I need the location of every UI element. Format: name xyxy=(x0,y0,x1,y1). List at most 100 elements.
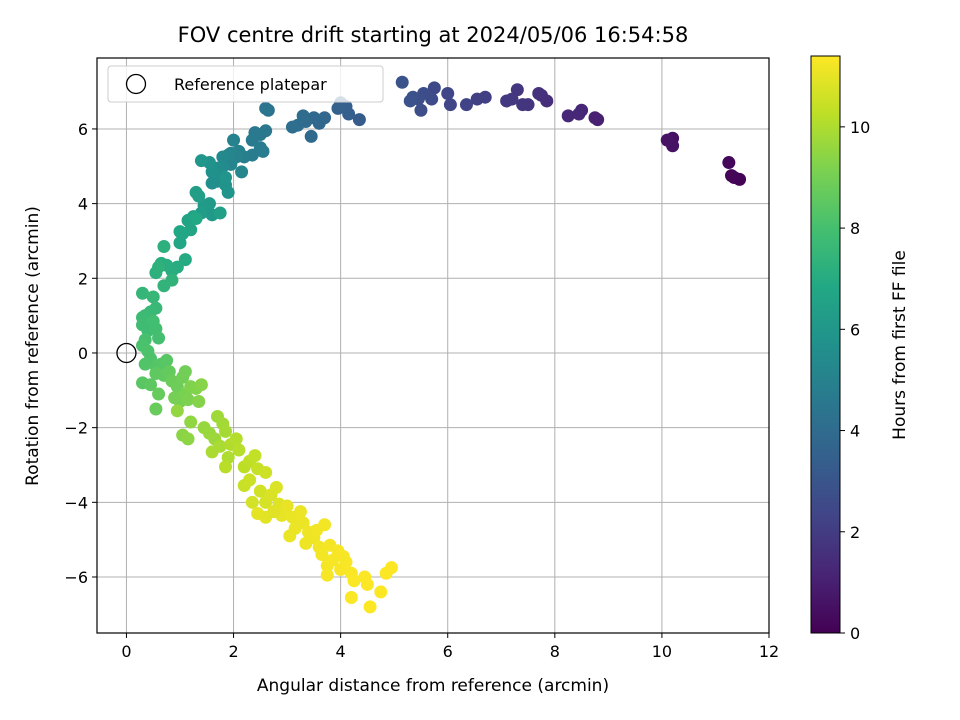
data-point xyxy=(138,357,152,371)
data-point xyxy=(443,98,457,112)
legend-box xyxy=(107,65,384,103)
legend-entry-reference-platepar: Reference platepar xyxy=(174,75,327,94)
data-point xyxy=(660,133,674,147)
data-point xyxy=(173,225,187,239)
data-point xyxy=(136,286,150,300)
data-point xyxy=(344,591,358,605)
x-tick-label: 4 xyxy=(336,642,346,661)
colorbar-ticks: 0 2 4 6 8 10 xyxy=(840,118,870,643)
data-point xyxy=(170,404,184,418)
data-point xyxy=(414,103,428,117)
colorbar-tick-label: 6 xyxy=(850,320,860,339)
data-point xyxy=(189,185,203,199)
colorbar-tick-label: 0 xyxy=(850,624,860,643)
data-point xyxy=(205,176,219,190)
data-point xyxy=(310,523,324,537)
data-point xyxy=(352,113,366,127)
data-point xyxy=(181,432,195,446)
y-tick-label: −4 xyxy=(64,493,88,512)
data-point xyxy=(219,424,233,438)
data-point xyxy=(181,393,195,407)
chart-title: FOV centre drift starting at 2024/05/06 … xyxy=(178,23,689,47)
grid-lines xyxy=(97,58,770,633)
data-point xyxy=(157,240,171,254)
data-point xyxy=(152,331,166,345)
data-point xyxy=(363,600,377,614)
data-point xyxy=(245,495,259,509)
data-point xyxy=(189,212,203,226)
data-point xyxy=(285,120,299,134)
data-point xyxy=(304,129,318,143)
y-tick-label: −6 xyxy=(64,568,88,587)
data-point xyxy=(144,378,158,392)
data-point xyxy=(722,156,736,170)
data-point xyxy=(232,443,246,457)
data-point xyxy=(253,484,267,498)
data-point xyxy=(227,133,241,147)
data-point xyxy=(283,529,297,543)
data-point xyxy=(173,236,187,250)
data-point xyxy=(572,107,586,121)
data-point xyxy=(331,101,345,115)
data-point xyxy=(360,577,374,591)
colorbar-tick-label: 8 xyxy=(850,219,860,238)
colorbar: 0 2 4 6 8 10 Hours from first FF file xyxy=(810,55,910,643)
y-axis-label: Rotation from reference (arcmin) xyxy=(23,206,43,486)
data-point xyxy=(259,465,273,479)
data-point xyxy=(459,98,473,112)
data-points xyxy=(136,75,747,614)
data-point xyxy=(219,460,233,474)
data-point xyxy=(320,568,334,582)
data-point xyxy=(216,150,230,164)
colorbar-label: Hours from first FF file xyxy=(890,250,910,440)
x-axis-ticks: 0 2 4 6 8 10 12 xyxy=(121,633,779,661)
data-point xyxy=(248,449,262,463)
x-tick-label: 0 xyxy=(121,642,131,661)
data-point xyxy=(269,480,283,494)
data-point xyxy=(561,109,575,123)
colorbar-tick-label: 10 xyxy=(850,118,870,137)
data-point xyxy=(146,290,160,304)
data-point xyxy=(184,415,198,429)
y-tick-label: 4 xyxy=(78,195,88,214)
colorbar-tick-label: 4 xyxy=(850,422,860,441)
data-point xyxy=(588,111,602,125)
data-point xyxy=(152,387,166,401)
data-point xyxy=(374,585,388,599)
data-point xyxy=(280,499,294,513)
legend: Reference platepar xyxy=(107,65,384,103)
y-tick-label: 6 xyxy=(78,120,88,139)
data-point xyxy=(243,473,257,487)
data-point xyxy=(219,170,233,184)
data-point xyxy=(157,279,171,293)
data-point xyxy=(470,92,484,106)
data-point xyxy=(441,86,455,100)
data-point xyxy=(192,395,206,409)
x-tick-label: 8 xyxy=(550,642,560,661)
data-point xyxy=(395,75,409,89)
data-point xyxy=(152,260,166,274)
data-point xyxy=(160,353,174,367)
data-point xyxy=(427,81,441,95)
data-point xyxy=(336,549,350,563)
data-point xyxy=(385,561,399,575)
y-tick-label: 0 xyxy=(78,344,88,363)
data-point xyxy=(403,94,417,108)
y-tick-label: 2 xyxy=(78,269,88,288)
data-point xyxy=(500,94,514,108)
data-point xyxy=(235,165,249,179)
data-point xyxy=(221,185,235,199)
data-point xyxy=(229,432,243,446)
data-point xyxy=(259,101,273,115)
data-point xyxy=(532,86,546,100)
x-tick-label: 10 xyxy=(652,642,672,661)
legend-marker-open-circle-icon xyxy=(125,73,147,95)
data-point xyxy=(347,574,361,588)
data-point xyxy=(213,206,227,220)
data-point xyxy=(149,402,163,416)
data-point xyxy=(293,505,307,519)
data-point xyxy=(267,505,281,519)
data-point xyxy=(178,365,192,379)
data-point xyxy=(516,98,530,112)
